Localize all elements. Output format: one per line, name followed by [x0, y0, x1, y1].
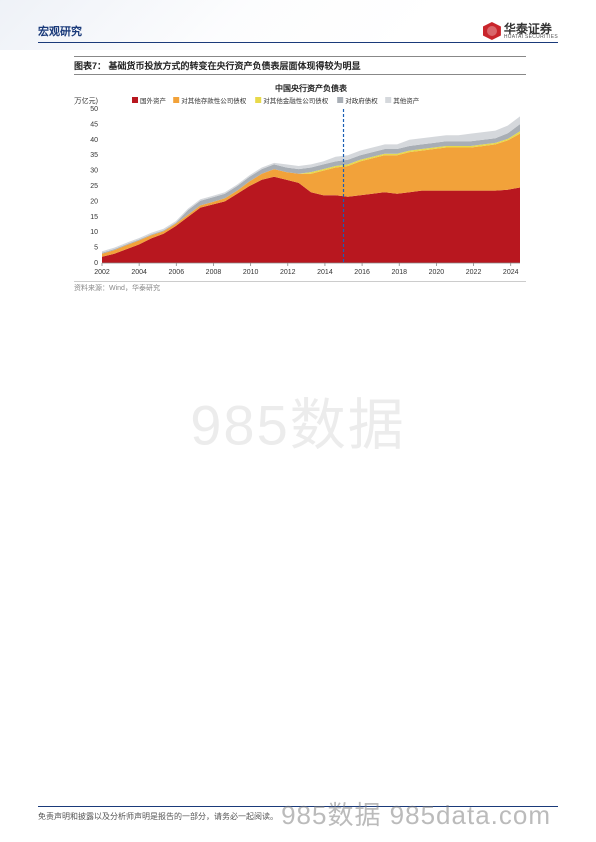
header-title: 宏观研究	[38, 23, 82, 39]
svg-text:2012: 2012	[280, 269, 296, 276]
disclaimer-text: 免责声明和披露以及分析师声明是报告的一部分，请务必一起阅读。	[38, 812, 278, 821]
svg-text:2024: 2024	[503, 269, 519, 276]
svg-text:20: 20	[90, 198, 98, 205]
logo-text-cn: 华泰证券	[504, 23, 558, 35]
svg-text:30: 30	[90, 168, 98, 175]
watermark-center: 985数据	[190, 381, 405, 462]
page-header: 宏观研究 华泰证券 HUATAI SECURITIES	[38, 22, 558, 40]
chart-block: 图表7： 基础货币投放方式的转变在央行资产负债表层面体现得较为明显 0 5 10 15…	[74, 56, 526, 293]
svg-text:45: 45	[90, 121, 98, 128]
stacked-area-chart: 0 5 10 15 20 25 30 35 40 45 50(万亿元) 2002 2004 2006 200…	[74, 79, 526, 279]
svg-text:2020: 2020	[429, 269, 445, 276]
svg-text:2014: 2014	[317, 269, 333, 276]
svg-text:2018: 2018	[391, 269, 407, 276]
svg-text:0: 0	[94, 260, 98, 267]
svg-text:5: 5	[94, 245, 98, 252]
logo-icon	[483, 22, 501, 40]
svg-text:40: 40	[90, 137, 98, 144]
svg-text:(万亿元): (万亿元)	[74, 96, 98, 105]
svg-text:2010: 2010	[243, 269, 259, 276]
logo-text-en: HUATAI SECURITIES	[504, 35, 558, 40]
chart-source: 资料来源：Wind，华泰研究	[74, 281, 526, 293]
svg-text:对其他金融性公司债权: 对其他金融性公司债权	[263, 96, 329, 105]
svg-text:10: 10	[90, 229, 98, 236]
svg-text:50: 50	[90, 106, 98, 113]
svg-text:其他资产: 其他资产	[393, 96, 420, 105]
chart-caption: 图表7： 基础货币投放方式的转变在央行资产负债表层面体现得较为明显	[74, 56, 526, 75]
page-footer: 免责声明和披露以及分析师声明是报告的一部分，请务必一起阅读。	[38, 806, 558, 822]
svg-text:2002: 2002	[94, 269, 110, 276]
logo: 华泰证券 HUATAI SECURITIES	[483, 22, 558, 40]
svg-text:对政府债权: 对政府债权	[345, 96, 378, 105]
header-divider	[38, 42, 558, 43]
svg-text:对其他存款性公司债权: 对其他存款性公司债权	[181, 96, 247, 105]
svg-text:2008: 2008	[206, 269, 222, 276]
svg-text:2004: 2004	[131, 269, 147, 276]
svg-text:35: 35	[90, 152, 98, 159]
svg-text:15: 15	[90, 214, 98, 221]
svg-text:2022: 2022	[466, 269, 482, 276]
svg-text:国外资产: 国外资产	[140, 96, 167, 105]
svg-text:2006: 2006	[169, 269, 185, 276]
svg-text:中国央行资产负债表: 中国央行资产负债表	[275, 83, 348, 93]
chart-area: 0 5 10 15 20 25 30 35 40 45 50(万亿元) 2002 2004 2006 200…	[74, 79, 526, 279]
svg-text:2016: 2016	[354, 269, 370, 276]
svg-text:25: 25	[90, 183, 98, 190]
